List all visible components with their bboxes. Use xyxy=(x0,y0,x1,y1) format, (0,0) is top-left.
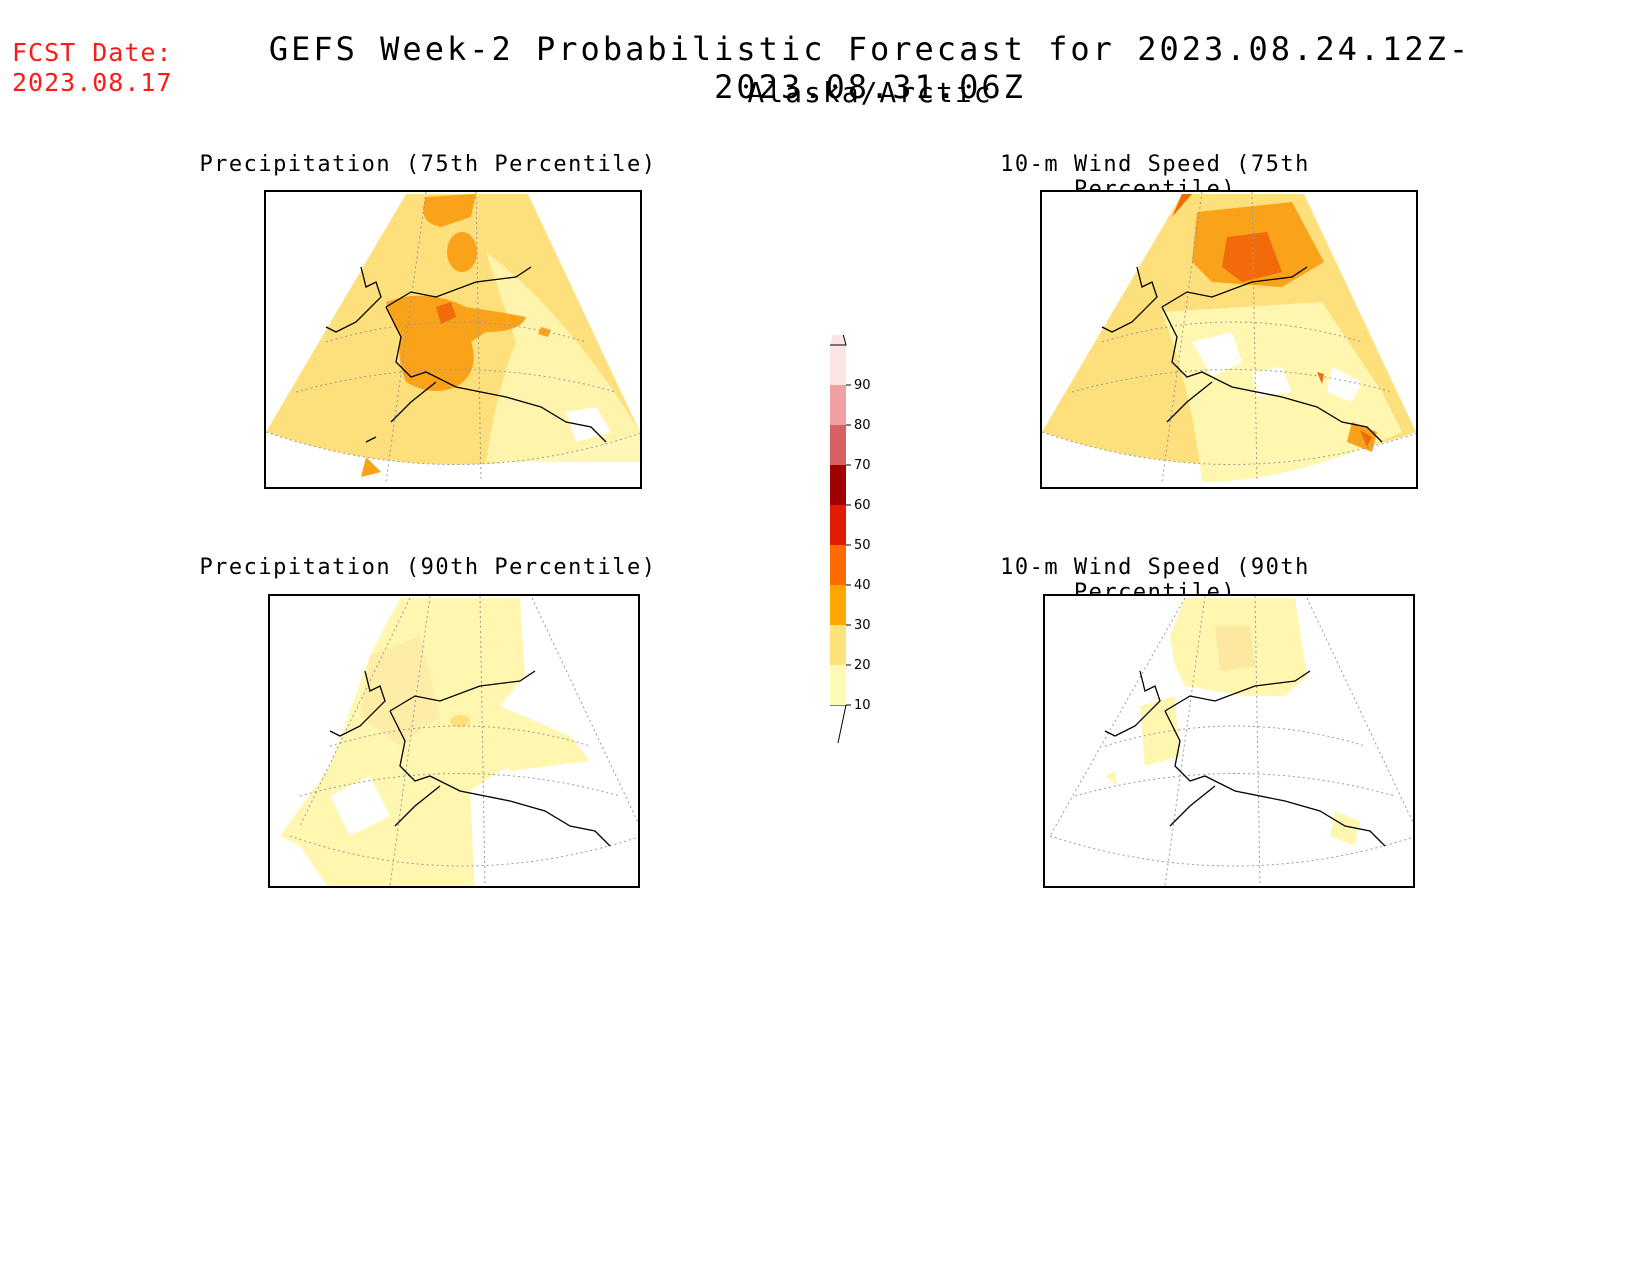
colorbar-bottom-tip xyxy=(830,704,847,744)
forecast-date-value: 2023.08.17 xyxy=(12,68,173,97)
colorbar-tick-label: 60 xyxy=(854,498,871,513)
colorbar-tick-label: 20 xyxy=(854,658,871,673)
colorbar-swatch xyxy=(830,585,846,625)
colorbar-tick-label: 90 xyxy=(854,378,871,393)
map-precip-75 xyxy=(264,190,642,489)
colorbar-swatch xyxy=(830,665,846,705)
map-precip-90-svg xyxy=(280,596,638,886)
colorbar-swatch xyxy=(830,545,846,585)
panel-title-precip-90: Precipitation (90th Percentile) xyxy=(199,555,657,580)
colorbar-tick-label: 10 xyxy=(854,698,871,713)
colorbar-tick-label: 50 xyxy=(854,538,871,553)
map-precip-75-svg xyxy=(266,192,640,483)
map-wind-75 xyxy=(1040,190,1418,489)
panel-title-precip-75: Precipitation (75th Percentile) xyxy=(199,152,657,177)
page-title: GEFS Week-2 Probabilistic Forecast for 2… xyxy=(268,30,1472,106)
colorbar-swatch xyxy=(830,425,846,465)
forecast-date-label: FCST Date: xyxy=(12,38,173,67)
colorbar-swatch xyxy=(830,385,846,425)
map-wind-90 xyxy=(1043,594,1415,888)
colorbar-swatch xyxy=(830,345,846,385)
map-wind-75-svg xyxy=(1042,192,1416,483)
colorbar-swatch xyxy=(830,465,846,505)
colorbar-tick-label: 40 xyxy=(854,578,871,593)
colorbar-swatch xyxy=(830,505,846,545)
colorbar-swatch xyxy=(830,625,846,665)
map-wind-90-svg xyxy=(1049,596,1413,886)
colorbar: 10 20 30 40 50 60 70 80 90 xyxy=(810,314,890,745)
colorbar-tick-label: 30 xyxy=(854,618,871,633)
forecast-date-block: FCST Date: 2023.08.17 xyxy=(12,38,173,98)
page-subtitle: Alaska/Arctic xyxy=(747,76,993,109)
colorbar-tick-label: 80 xyxy=(854,418,871,433)
colorbar-tick-label: 70 xyxy=(854,458,871,473)
colorbar-svg: 10 20 30 40 50 60 70 80 90 xyxy=(830,314,871,744)
colorbar-top-tip xyxy=(830,314,847,346)
panel-title-wind-90: 10-m Wind Speed (90th Percentile) xyxy=(1000,555,1310,605)
map-precip-90 xyxy=(268,594,640,888)
